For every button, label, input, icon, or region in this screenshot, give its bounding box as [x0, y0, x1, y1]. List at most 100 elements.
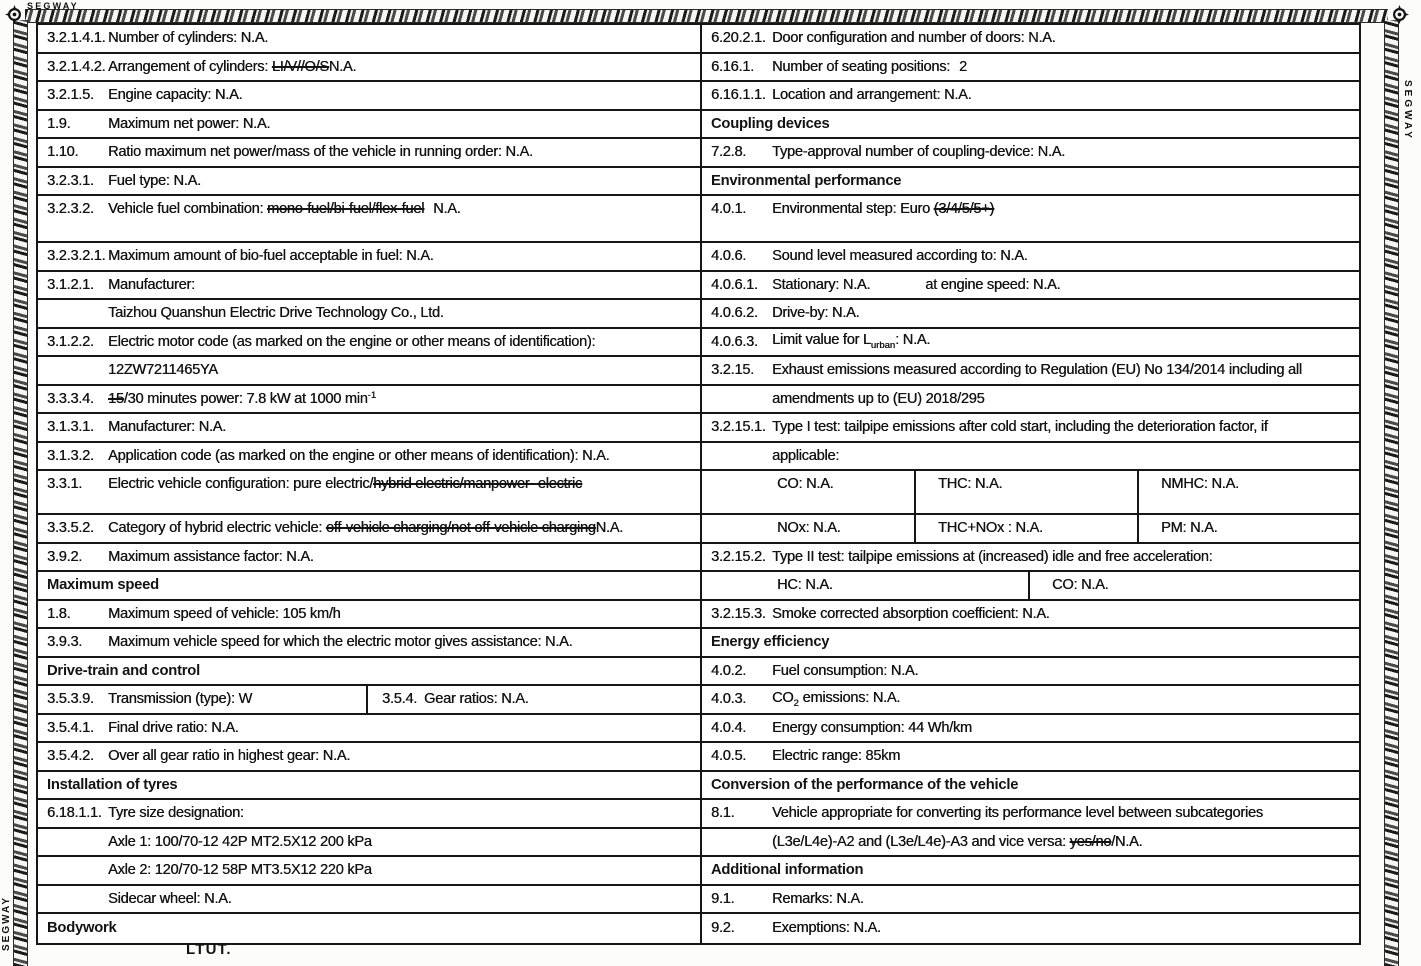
text-segment: Maximum amount of bio-fuel acceptable in… — [108, 248, 434, 265]
item-text: (L3e/L4e)-A2 and (L3e/L4e)-A3 and vice v… — [772, 834, 1359, 850]
item-number: 3.2.15. — [711, 362, 754, 379]
table-row: 1.8. Maximum speed of vehicle: 105 km/h — [38, 601, 700, 629]
item-number: 4.0.4. — [711, 719, 747, 736]
table-cell: NMHC: N.A. — [1139, 471, 1359, 513]
table-row: Axle 2: 120/70-12 58P MT3.5X12 220 kPa — [38, 857, 700, 886]
table-row: 3.5.3.9. Transmission (type): W 3.5.4. Gea… — [38, 686, 700, 715]
item-number: 3.2.3.1. — [47, 172, 94, 189]
table-cell: 3.5.3.9. Transmission (type): W — [38, 686, 368, 713]
table-row: Taizhou Quanshun Electric Drive Technolo… — [38, 300, 700, 329]
item-text: Arrangement of cylinders: LI/V//O/SN.A. — [108, 59, 700, 75]
text-segment: Vehicle appropriate for converting its p… — [772, 805, 1263, 822]
item-number: 3.2.3.2. — [47, 201, 94, 217]
item-number: 4.0.6. — [711, 248, 747, 265]
section-header-row: Installation of tyres — [38, 772, 700, 800]
text-segment: Location and arrangement: N.A. — [772, 87, 972, 104]
table-row: 3.2.1.4.2. Arrangement of cylinders: LI/V… — [38, 54, 700, 82]
text-segment: Remarks: N.A. — [772, 890, 864, 907]
item-number: 4.0.5. — [711, 748, 747, 765]
item-number: 3.2.15.3. — [711, 605, 766, 622]
text-segment: Exhaust emissions measured according to … — [772, 362, 1302, 379]
table-row: 3.2.3.1. Fuel type: N.A. — [38, 168, 700, 196]
text-segment: N.A. — [433, 201, 461, 217]
table-row: 3.9.3. Maximum vehicle speed for which th… — [38, 629, 700, 658]
text-segment: 3.5.4. Gear ratios: N.A. — [382, 691, 529, 708]
item-text: Maximum vehicle speed for which the elec… — [108, 634, 700, 650]
item-text: Type II test: tailpipe emissions at (inc… — [772, 549, 1359, 565]
text-segment: LI/V//O/S — [271, 58, 329, 75]
text-segment: yes/no — [1069, 833, 1112, 850]
item-text: Type-approval number of coupling-device:… — [772, 144, 1359, 160]
text-segment: 2 — [958, 58, 967, 75]
text-segment: Door configuration and number of doors: … — [772, 30, 1056, 47]
brand-segway-bottom-left: SEGWAY — [1, 896, 12, 951]
table-row: 3.1.3.1. Manufacturer: N.A. — [38, 414, 700, 443]
table-row: 1.9. Maximum net power: N.A. — [38, 111, 700, 139]
text-segment: HC: N.A. — [777, 577, 833, 594]
table-row: 7.2.8. Type-approval number of coupling-d… — [702, 139, 1359, 168]
text-segment: Type I test: tailpipe emissions after co… — [772, 419, 1268, 436]
corner-ornament-icon — [1392, 5, 1409, 24]
text-segment: Application code (as marked on the engin… — [108, 447, 610, 464]
item-number: 4.0.3. — [711, 691, 747, 708]
item-text: NMHC: N.A. — [1161, 476, 1359, 492]
item-number: 7.2.8. — [711, 144, 747, 161]
item-number: 1.10. — [47, 144, 79, 161]
item-number: 6.20.2.1. — [711, 30, 766, 47]
table-row: 4.0.6.2. Drive-by: N.A. — [702, 300, 1359, 329]
text-segment: Electric motor code (as marked on the en… — [108, 333, 596, 350]
table-row: 4.0.5. Electric range: 85km — [702, 743, 1359, 772]
text-segment: Maximum assistance factor: N.A. — [108, 548, 314, 565]
item-number: 3.2.1.4.2. — [47, 58, 106, 75]
text-segment: Arrangement of cylinders: — [108, 58, 272, 75]
item-text: Engine capacity: N.A. — [108, 87, 700, 103]
text-segment: Maximum net power: N.A. — [108, 115, 271, 132]
text-segment: Sidecar wheel: N.A. — [108, 890, 232, 907]
item-text: Exhaust emissions measured according to … — [772, 362, 1359, 378]
table-row: NOx: N.A. THC+NOx : N.A. PM: N.A. — [702, 515, 1359, 544]
text-segment: Fuel consumption: N.A. — [772, 662, 919, 679]
footer-text-fragment: LTUT. — [186, 941, 232, 958]
table-row: 3.2.1.5. Engine capacity: N.A. — [38, 82, 700, 111]
text-segment: : N.A. — [895, 332, 931, 349]
item-text: THC+NOx : N.A. — [938, 520, 1137, 536]
item-text: Fuel consumption: N.A. — [772, 663, 1359, 679]
item-number: 3.2.1.4.1. — [47, 30, 106, 47]
table-cell: HC: N.A. — [702, 572, 1030, 599]
item-text: Number of seating positions: 2 — [772, 59, 1359, 75]
table-row: 3.2.15. Exhaust emissions measured accord… — [702, 357, 1359, 386]
table-row: applicable: — [702, 443, 1359, 471]
item-number: 3.1.3.1. — [47, 419, 94, 436]
item-text: Maximum net power: N.A. — [108, 116, 700, 132]
item-text: Sidecar wheel: N.A. — [108, 891, 700, 907]
item-text: Environmental step: Euro (3/4/5/5+) — [772, 196, 1359, 217]
table-row: 3.2.15.1. Type I test: tailpipe emissions… — [702, 414, 1359, 443]
item-text: Manufacturer: N.A. — [108, 419, 700, 435]
item-number: 3.2.3.2.1. — [47, 248, 106, 265]
text-segment: Electric range: 85km — [772, 748, 901, 765]
table-row: 3.2.3.2. Vehicle fuel combination: mono-f… — [38, 196, 700, 243]
item-text: Maximum speed of vehicle: 105 km/h — [108, 606, 700, 622]
item-number: 3.5.4.2. — [47, 748, 94, 765]
text-segment: Sound level measured according to: N.A. — [772, 248, 1028, 265]
table-cell: PM: N.A. — [1139, 515, 1359, 542]
table-row: Sidecar wheel: N.A. — [38, 886, 700, 914]
text-segment: Maximum vehicle speed for which the elec… — [108, 634, 573, 651]
table-row: HC: N.A. CO: N.A. — [702, 572, 1359, 601]
text-segment: (3/4/5/5+) — [933, 201, 995, 217]
table-row: 9.1. Remarks: N.A. — [702, 886, 1359, 914]
text-segment: applicable: — [772, 447, 840, 464]
item-text: Energy consumption: 44 Wh/km — [772, 720, 1359, 736]
text-segment: Type-approval number of coupling-device:… — [772, 144, 1065, 161]
item-text: Vehicle appropriate for converting its p… — [772, 805, 1359, 821]
brand-segway-right: SEGWAY — [1402, 80, 1413, 141]
item-number: 4.0.2. — [711, 662, 747, 679]
table-row: 3.1.2.1. Manufacturer: — [38, 272, 700, 300]
item-text: Fuel type: N.A. — [108, 173, 700, 189]
table-cell: 3.5.4. Gear ratios: N.A. — [368, 686, 700, 713]
item-number: 4.0.6.1. — [711, 276, 758, 293]
item-text: Limit value for Lurban: N.A. — [772, 332, 1359, 351]
item-number: 3.2.15.1. — [711, 419, 766, 436]
item-text: applicable: — [772, 448, 1359, 464]
item-text: 12ZW7211465YA — [108, 362, 700, 378]
